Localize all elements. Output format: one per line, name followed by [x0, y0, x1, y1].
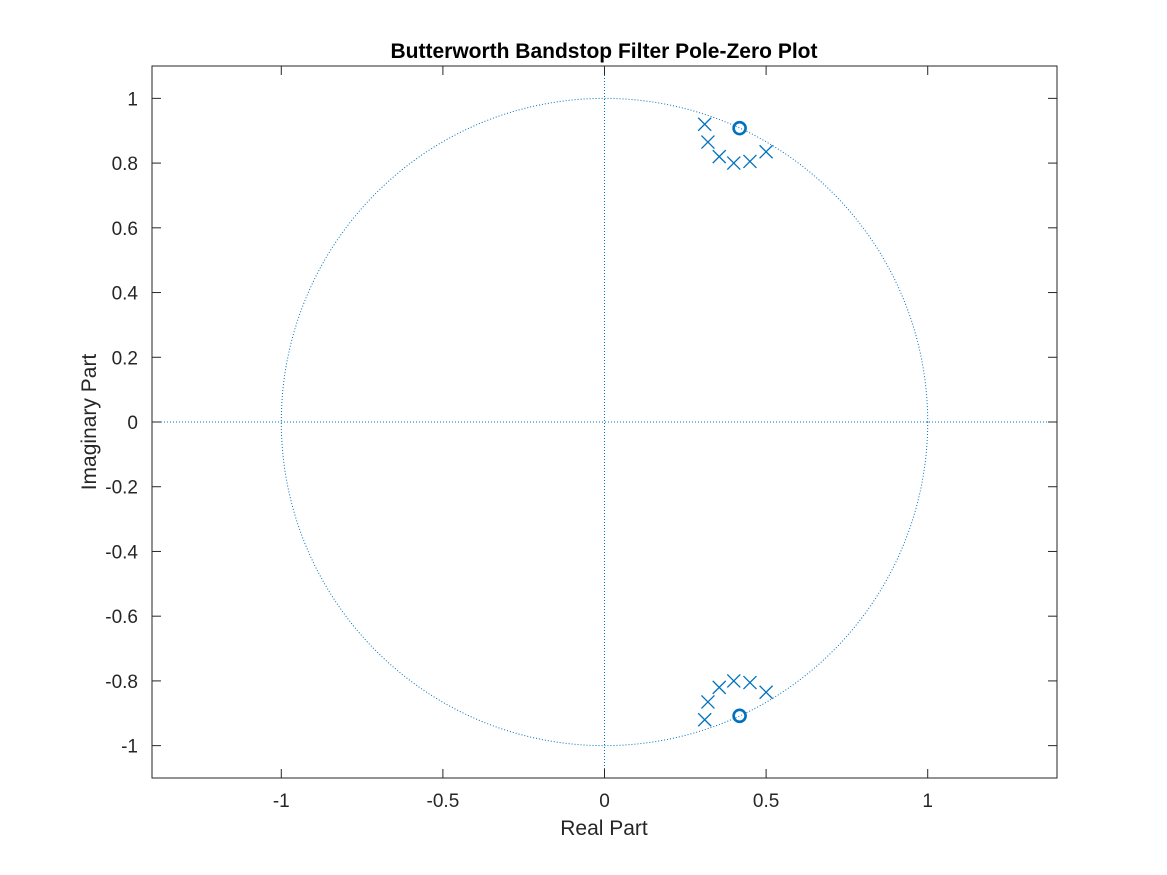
chart-title: Butterworth Bandstop Filter Pole-Zero Pl… — [390, 40, 817, 63]
y-tick-label: 0 — [127, 413, 138, 434]
y-tick-label: -0.6 — [105, 607, 138, 628]
y-tick-label: -0.8 — [105, 672, 138, 693]
pole-marker — [712, 680, 727, 695]
pole-marker — [700, 694, 715, 709]
x-axis-label: Real Part — [560, 817, 648, 840]
x-tick-label: -1 — [273, 791, 290, 812]
zero-marker — [732, 708, 747, 724]
pole-marker — [759, 144, 774, 159]
x-tick-label: 0.5 — [753, 791, 779, 812]
y-tick-label: -0.4 — [105, 542, 138, 563]
y-tick-label: 0.8 — [112, 154, 138, 175]
pole-marker-stroke — [700, 135, 715, 150]
pole-marker — [697, 117, 712, 132]
x-tick-label: 1 — [922, 791, 933, 812]
x-tick-label: 0 — [599, 791, 610, 812]
pole-marker — [759, 685, 774, 700]
pole-marker-stroke — [726, 156, 741, 171]
pole-marker — [742, 154, 757, 169]
pole-marker-stroke — [712, 149, 727, 164]
x-tick-label: -0.5 — [427, 791, 460, 812]
tick-layer: -1 -0.5 0 0.5 1 1 0.8 0.6 0.4 0.2 0 -0.2 -0.4 -0.6 -0.… — [105, 66, 1057, 812]
pole-marker — [726, 156, 741, 171]
pole-marker-stroke — [742, 154, 757, 169]
pole-marker-stroke — [700, 694, 715, 709]
pole-marker-stroke — [742, 675, 757, 690]
pole-marker — [700, 135, 715, 150]
y-tick-label: -0.2 — [105, 478, 138, 499]
unit-circle — [280, 97, 929, 747]
y-tick-label: 0.4 — [112, 284, 139, 305]
pole-marker-stroke — [759, 685, 774, 700]
pole-marker-stroke — [697, 117, 712, 132]
y-tick-label: -1 — [121, 737, 138, 758]
y-tick-label: 0.6 — [112, 219, 138, 240]
pole-marker-stroke — [712, 680, 727, 695]
y-axis-label: Imaginary Part — [78, 354, 101, 491]
reference-layer — [152, 66, 1057, 778]
pole-marker-stroke — [726, 673, 741, 688]
pole-marker — [712, 149, 727, 164]
pole-marker-stroke — [759, 144, 774, 159]
pole-marker-stroke — [697, 712, 712, 727]
pole-marker — [697, 712, 712, 727]
pole-marker — [726, 673, 741, 688]
marker-layer — [697, 117, 774, 727]
y-tick-label: 0.2 — [112, 348, 138, 369]
y-tick-label: 1 — [127, 89, 138, 110]
zero-marker — [732, 120, 747, 136]
pole-marker — [742, 675, 757, 690]
